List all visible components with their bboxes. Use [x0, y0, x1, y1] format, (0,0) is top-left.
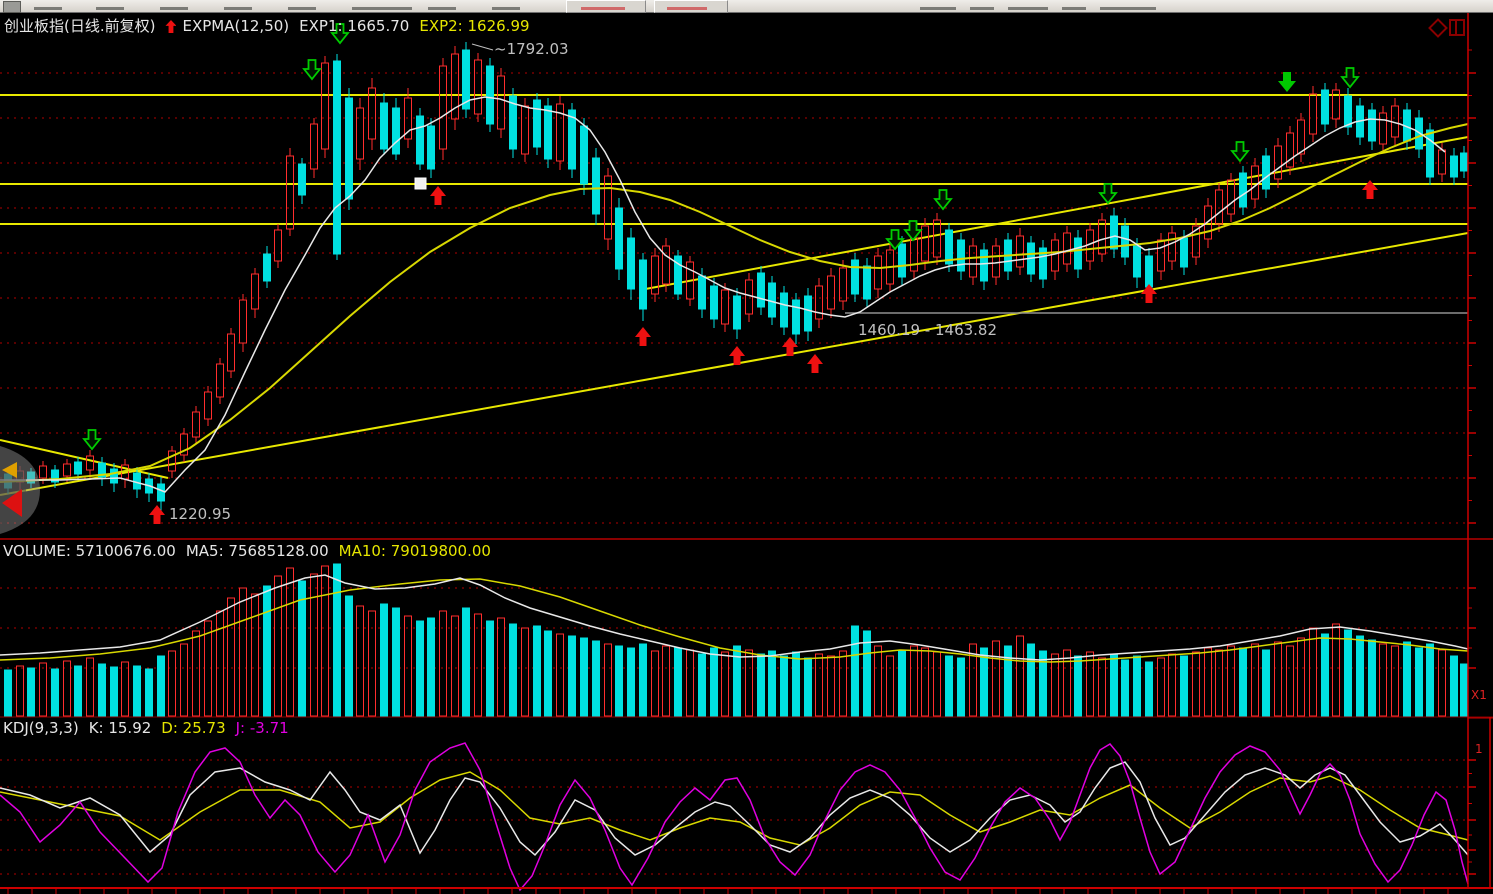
sell-arrow-icon	[302, 59, 322, 81]
menu-fragment	[224, 7, 252, 10]
kdj-lines	[0, 742, 1469, 892]
menu-fragment	[288, 7, 316, 10]
buy-arrow-icon	[1141, 284, 1157, 303]
buy-arrow-icon	[782, 337, 798, 356]
sell-arrow-icon	[1098, 183, 1118, 205]
menu-fragment	[970, 7, 994, 10]
buy-arrow-icon	[729, 346, 745, 365]
menu-bar[interactable]	[0, 0, 1493, 13]
menu-fragment	[1008, 7, 1048, 10]
menu-quote-box[interactable]	[566, 0, 646, 13]
red-marker-icon	[2, 489, 22, 517]
volume-bars	[4, 563, 1468, 717]
volume-ma5-line	[0, 574, 1469, 661]
buy-arrow-icon	[1362, 180, 1378, 199]
kdj-d-line	[0, 771, 1469, 846]
buy-arrow-icon	[149, 505, 165, 524]
kdj-j-line	[0, 742, 1469, 892]
signal-arrows	[82, 23, 1378, 524]
volume-ma-lines	[0, 574, 1469, 663]
sell-arrow-solid-icon	[1278, 72, 1296, 92]
sell-arrow-icon	[885, 229, 905, 251]
menu-fragment	[352, 7, 412, 10]
white-square-marker	[414, 177, 427, 190]
buy-arrow-icon	[807, 354, 823, 373]
sell-arrow-icon	[933, 189, 953, 211]
menu-fragment	[1100, 7, 1156, 10]
menu-fragment	[920, 7, 956, 10]
kdj-k-line	[0, 761, 1469, 857]
buy-arrow-icon	[430, 186, 446, 205]
left-edge-overlay	[0, 446, 40, 534]
sell-arrow-icon	[1340, 67, 1360, 89]
menu-quote-box[interactable]	[654, 0, 728, 13]
orange-marker-icon	[2, 462, 17, 478]
menu-fragment	[492, 7, 520, 10]
volume-ma10-line	[0, 578, 1469, 663]
sell-arrow-icon	[1230, 141, 1250, 163]
candlesticks	[4, 42, 1468, 511]
window-icon[interactable]	[1449, 19, 1465, 36]
buy-arrow-icon	[635, 327, 651, 346]
app-icon[interactable]	[3, 1, 21, 13]
sell-arrow-icon	[903, 220, 923, 242]
menu-fragment	[34, 7, 62, 10]
expma12-line	[0, 96, 1446, 493]
menu-fragment	[1062, 7, 1086, 10]
menu-fragment	[160, 7, 188, 10]
menu-fragment	[428, 7, 456, 10]
menu-fragment	[96, 7, 124, 10]
expma-curves	[0, 96, 1469, 493]
grid-lines	[0, 72, 1468, 875]
sell-arrow-icon	[82, 429, 102, 451]
expma50-line	[0, 123, 1469, 483]
sell-arrow-icon	[330, 23, 350, 45]
axes	[0, 13, 1493, 894]
